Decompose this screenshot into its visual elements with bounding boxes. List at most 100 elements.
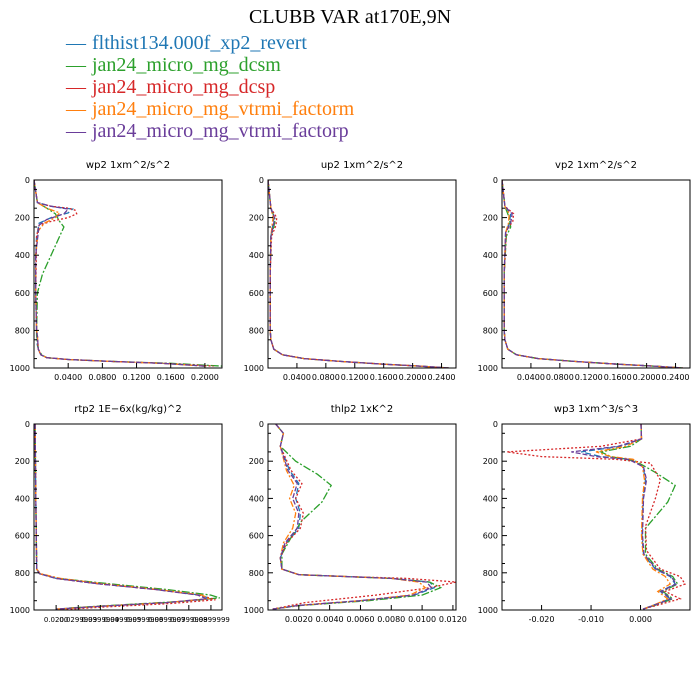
series-line (581, 424, 677, 610)
x-tick-label: 0.2400 (662, 373, 690, 382)
x-tick-label: 0.0899999 (192, 616, 230, 624)
y-tick-label: 800 (483, 569, 498, 578)
x-tick-label: 0.2400 (428, 373, 456, 382)
series-line (272, 424, 433, 610)
y-tick-label: 1000 (478, 364, 498, 373)
series-line (268, 180, 449, 368)
legend-item: — jan24_micro_mg_vtrmi_factorp (66, 120, 354, 142)
legend-swatch: — (66, 54, 86, 76)
y-tick-label: 200 (249, 457, 264, 466)
x-tick-label: 0.1200 (123, 373, 151, 382)
x-tick-label: 0.0800 (546, 373, 574, 382)
y-tick-label: 600 (483, 532, 498, 541)
series-group (502, 180, 683, 368)
x-tick-label: 0.0399999 (81, 616, 119, 624)
y-tick-label: 800 (483, 326, 498, 335)
x-tick-label: 0.0499999 (104, 616, 142, 624)
x-tick-label: 0.1600 (157, 373, 185, 382)
y-tick-label: 400 (483, 251, 498, 260)
legend-item: — jan24_micro_mg_vtrmi_factorm (66, 98, 354, 120)
chart-title: up2 1xm^2/s^2 (321, 160, 403, 171)
x-tick-label: 0.0400 (283, 373, 311, 382)
y-tick-label: 400 (249, 494, 264, 503)
x-tick-label: 0.0800 (312, 373, 340, 382)
x-tick-label: 0.0599999 (126, 616, 164, 624)
x-tick-label: 0.0120 (439, 615, 467, 624)
chart-title: rtp2 1E−6x(kg/kg)^2 (74, 404, 181, 415)
x-tick-label: -0.020 (529, 615, 555, 624)
y-tick-label: 800 (249, 326, 264, 335)
chart-panel-6: wp3 1xm^3/s^3 0 200 400 600 800 1000 -0.020 -0.0… (478, 404, 691, 624)
plot-frame (501, 179, 691, 369)
series-line (34, 424, 216, 610)
chart-panel-4: rtp2 1E−6x(kg/kg)^2 0 200 400 600 800 1000 0.02… (10, 404, 230, 624)
legend-swatch: — (66, 32, 86, 54)
x-tick-label: 0.0060 (346, 615, 374, 624)
series-group (34, 180, 222, 367)
x-tick-label: 0.1200 (341, 373, 369, 382)
series-group (506, 424, 687, 610)
legend-label: jan24_micro_mg_vtrmi_factorp (92, 120, 349, 142)
chart-title: wp3 1xm^3/s^3 (554, 404, 638, 415)
legend-label: jan24_micro_mg_vtrmi_factorm (92, 98, 355, 120)
y-tick-label: 600 (249, 289, 264, 298)
series-group (268, 180, 449, 368)
series-line (502, 180, 683, 368)
y-tick-label: 800 (15, 326, 30, 335)
legend-swatch: — (66, 76, 86, 98)
chart-title: vp2 1xm^2/s^2 (555, 160, 637, 171)
y-tick-label: 800 (249, 569, 264, 578)
chart-panel-3: vp2 1xm^2/s^2 0 200 400 600 800 1000 0.0400 0.08… (478, 160, 691, 382)
chart-title: thlp2 1xK^2 (331, 404, 394, 415)
y-tick-label: 400 (15, 251, 30, 260)
x-tick-label: 0.0100 (408, 615, 436, 624)
series-line (502, 180, 683, 368)
series-line (598, 424, 679, 610)
y-tick-label: 800 (15, 569, 30, 578)
legend-label: flthist134.000f_xp2_revert (92, 32, 307, 54)
legend-item: — jan24_micro_mg_dcsp (66, 76, 354, 98)
series-line (502, 180, 683, 368)
x-tick-label: 0.0400 (54, 373, 82, 382)
y-tick-label: 0 (493, 176, 498, 185)
y-tick-label: 400 (249, 251, 264, 260)
x-tick-label: -0.010 (578, 615, 604, 624)
y-tick-label: 600 (249, 532, 264, 541)
y-tick-label: 0 (493, 420, 498, 429)
legend-label: jan24_micro_mg_dcsp (92, 76, 276, 98)
y-tick-label: 600 (15, 532, 30, 541)
x-tick-label: 0.2000 (191, 373, 219, 382)
x-tick-label: 0.1600 (604, 373, 632, 382)
x-tick-label: 0.0699999 (148, 616, 186, 624)
chart-panel-5: thlp2 1xK^2 0 200 400 600 800 1000 0.0020 0.0040… (244, 404, 467, 624)
x-tick-label: 0.0800 (88, 373, 116, 382)
y-tick-label: 1000 (478, 606, 498, 615)
x-tick-label: 0.1200 (575, 373, 603, 382)
series-line (272, 424, 427, 610)
plot-frame (267, 179, 457, 369)
series-line (268, 180, 449, 368)
y-tick-label: 600 (483, 289, 498, 298)
series-line (268, 180, 449, 368)
x-tick-label: 0.0799999 (170, 616, 208, 624)
legend-swatch: — (66, 98, 86, 120)
y-tick-label: 0 (25, 176, 30, 185)
legend-item: — flthist134.000f_xp2_revert (66, 32, 354, 54)
y-tick-label: 0 (259, 176, 264, 185)
x-tick-label: 0.0080 (377, 615, 405, 624)
y-tick-label: 200 (483, 457, 498, 466)
series-line (506, 424, 687, 610)
x-tick-label: 0.0040 (316, 615, 344, 624)
y-tick-label: 1000 (244, 606, 264, 615)
x-tick-label: 0.2000 (399, 373, 427, 382)
figure-title: CLUBB VAR at170E,9N (248, 6, 452, 28)
legend-swatch: — (66, 120, 86, 142)
y-tick-label: 1000 (244, 364, 264, 373)
y-tick-label: 0 (259, 420, 264, 429)
series-group (34, 424, 220, 610)
y-tick-label: 1000 (10, 364, 30, 373)
x-tick-label: 0.0299999 (59, 616, 97, 624)
series-line (34, 424, 211, 610)
x-tick-label: 0.2000 (633, 373, 661, 382)
